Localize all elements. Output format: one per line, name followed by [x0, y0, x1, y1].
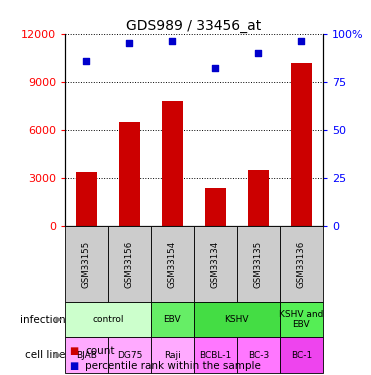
Bar [237, 338, 280, 373]
Bar [162, 101, 183, 226]
Text: ■: ■ [69, 361, 78, 370]
Point [255, 50, 261, 56]
Text: count: count [85, 346, 115, 355]
Bar [151, 302, 194, 338]
Text: cell line: cell line [25, 350, 66, 360]
Bar [237, 226, 280, 302]
Bar [280, 302, 323, 338]
Text: control: control [92, 315, 124, 324]
Text: GSM33134: GSM33134 [211, 240, 220, 288]
Text: Raji: Raji [164, 351, 181, 360]
Point [127, 40, 132, 46]
Point [170, 39, 175, 45]
Title: GDS989 / 33456_at: GDS989 / 33456_at [126, 19, 262, 33]
Text: GSM33155: GSM33155 [82, 240, 91, 288]
Bar [204, 188, 226, 226]
Bar [119, 122, 140, 226]
Text: ■: ■ [69, 346, 78, 355]
Text: BC-3: BC-3 [248, 351, 269, 360]
Bar [280, 226, 323, 302]
Bar [280, 338, 323, 373]
Text: GSM33154: GSM33154 [168, 240, 177, 288]
Text: percentile rank within the sample: percentile rank within the sample [85, 361, 261, 370]
Text: GSM33135: GSM33135 [254, 240, 263, 288]
Bar [151, 226, 194, 302]
Text: infection: infection [20, 315, 66, 324]
Text: BJAB: BJAB [76, 351, 97, 360]
Text: EBV: EBV [164, 315, 181, 324]
Point [212, 65, 218, 71]
Bar [65, 302, 151, 338]
Text: BC-1: BC-1 [290, 351, 312, 360]
Bar [194, 226, 237, 302]
Bar [290, 63, 312, 226]
Point [298, 39, 304, 45]
Bar [108, 338, 151, 373]
Text: KSHV: KSHV [224, 315, 249, 324]
Point [83, 58, 89, 64]
Text: BCBL-1: BCBL-1 [199, 351, 232, 360]
Bar [65, 338, 108, 373]
Bar [76, 172, 97, 226]
Bar [151, 338, 194, 373]
Bar [65, 226, 108, 302]
Text: DG75: DG75 [117, 351, 142, 360]
Text: GSM33136: GSM33136 [297, 240, 306, 288]
Bar [194, 338, 237, 373]
Text: GSM33156: GSM33156 [125, 240, 134, 288]
Bar [194, 302, 280, 338]
Bar [247, 170, 269, 226]
Text: KSHV and
EBV: KSHV and EBV [279, 310, 324, 329]
Bar [108, 226, 151, 302]
